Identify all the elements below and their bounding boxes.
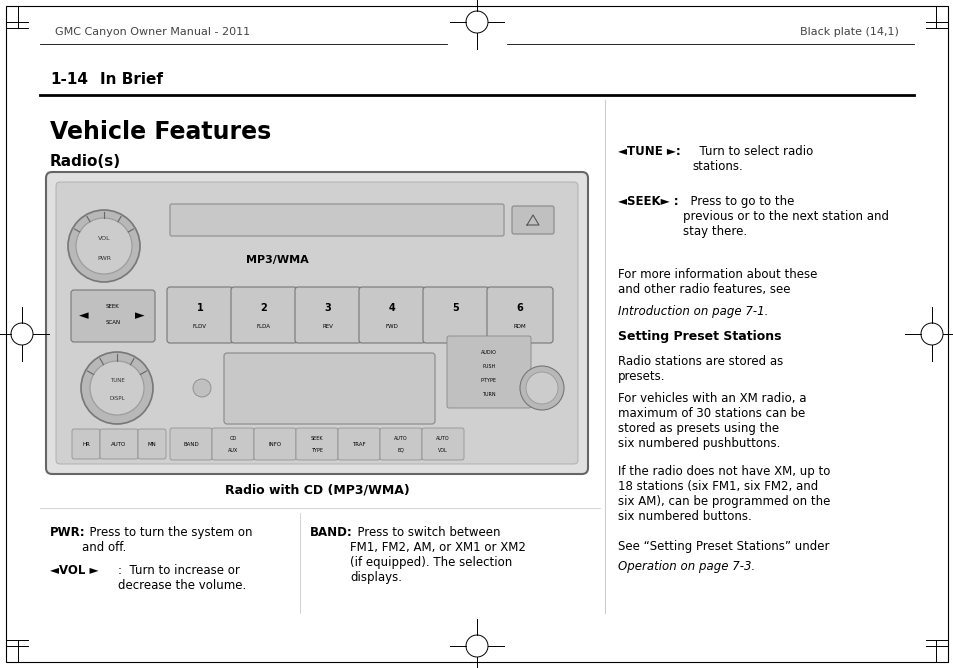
FancyBboxPatch shape — [358, 287, 424, 343]
Text: SEEK: SEEK — [311, 436, 323, 442]
Text: EQ: EQ — [397, 448, 404, 452]
Circle shape — [68, 210, 140, 282]
Text: Radio stations are stored as
presets.: Radio stations are stored as presets. — [618, 355, 782, 383]
Text: RDM: RDM — [513, 323, 526, 329]
Text: INFO: INFO — [268, 442, 281, 446]
Text: 1-14: 1-14 — [50, 73, 88, 88]
Text: Setting Preset Stations: Setting Preset Stations — [618, 330, 781, 343]
FancyBboxPatch shape — [231, 287, 296, 343]
FancyBboxPatch shape — [447, 336, 531, 408]
Text: DISPL: DISPL — [109, 395, 125, 401]
Text: ◄: ◄ — [79, 309, 89, 323]
Circle shape — [519, 366, 563, 410]
FancyBboxPatch shape — [512, 206, 554, 234]
Text: MP3/WMA: MP3/WMA — [245, 255, 308, 265]
Text: See “Setting Preset Stations” under: See “Setting Preset Stations” under — [618, 540, 828, 553]
FancyBboxPatch shape — [167, 287, 233, 343]
Text: ◄SEEK► :: ◄SEEK► : — [618, 195, 678, 208]
Text: FWD: FWD — [385, 323, 398, 329]
Text: TUNE: TUNE — [110, 377, 124, 383]
Text: Radio with CD (MP3/WMA): Radio with CD (MP3/WMA) — [224, 484, 409, 496]
Text: :  Turn to increase or
decrease the volume.: : Turn to increase or decrease the volum… — [118, 564, 246, 592]
FancyBboxPatch shape — [295, 428, 337, 460]
FancyBboxPatch shape — [422, 287, 489, 343]
Text: Press to go to the
previous or to the next station and
stay there.: Press to go to the previous or to the ne… — [682, 195, 888, 238]
Text: In Brief: In Brief — [100, 73, 163, 88]
FancyBboxPatch shape — [170, 204, 503, 236]
Text: 2: 2 — [260, 303, 267, 313]
Circle shape — [193, 379, 211, 397]
FancyBboxPatch shape — [294, 287, 360, 343]
Text: TURN: TURN — [481, 391, 496, 397]
Text: 5: 5 — [452, 303, 459, 313]
Text: Press to switch between
FM1, FM2, AM, or XM1 or XM2
(if equipped). The selection: Press to switch between FM1, FM2, AM, or… — [350, 526, 525, 584]
Text: PUSH: PUSH — [482, 363, 496, 369]
Text: ◄TUNE ►:: ◄TUNE ►: — [618, 145, 680, 158]
Text: AUTO: AUTO — [394, 436, 407, 442]
FancyBboxPatch shape — [71, 290, 154, 342]
Text: PWR:: PWR: — [50, 526, 86, 539]
Text: PWR: PWR — [97, 255, 111, 261]
FancyBboxPatch shape — [224, 353, 435, 424]
Text: Radio(s): Radio(s) — [50, 154, 121, 170]
FancyBboxPatch shape — [486, 287, 553, 343]
Text: 4: 4 — [388, 303, 395, 313]
FancyBboxPatch shape — [170, 428, 212, 460]
Circle shape — [76, 218, 132, 274]
Text: AUDIO: AUDIO — [480, 349, 497, 355]
Circle shape — [525, 372, 558, 404]
Text: Operation on page 7-3.: Operation on page 7-3. — [618, 560, 755, 573]
Text: Turn to select radio
stations.: Turn to select radio stations. — [691, 145, 812, 173]
Text: MN: MN — [148, 442, 156, 446]
Text: TRAF: TRAF — [352, 442, 365, 446]
Circle shape — [81, 352, 152, 424]
Text: P-TYPE: P-TYPE — [480, 377, 497, 383]
Text: TYPE: TYPE — [311, 448, 323, 452]
Text: ◄VOL ►: ◄VOL ► — [50, 564, 98, 577]
Text: BAND: BAND — [183, 442, 198, 446]
FancyBboxPatch shape — [421, 428, 463, 460]
Text: 3: 3 — [324, 303, 331, 313]
Text: FLDA: FLDA — [256, 323, 271, 329]
FancyBboxPatch shape — [71, 429, 100, 459]
Text: AUTO: AUTO — [112, 442, 127, 446]
Text: REV: REV — [322, 323, 334, 329]
FancyBboxPatch shape — [253, 428, 295, 460]
Text: VOL: VOL — [437, 448, 447, 452]
Text: If the radio does not have XM, up to
18 stations (six FM1, six FM2, and
six AM),: If the radio does not have XM, up to 18 … — [618, 465, 829, 523]
Text: Black plate (14,1): Black plate (14,1) — [800, 27, 898, 37]
Text: FLDV: FLDV — [193, 323, 207, 329]
Text: CD: CD — [230, 436, 236, 442]
Text: SEEK: SEEK — [106, 303, 120, 309]
Text: VOL: VOL — [97, 236, 111, 240]
FancyBboxPatch shape — [138, 429, 166, 459]
Text: AUTO: AUTO — [436, 436, 450, 442]
Text: Press to turn the system on
and off.: Press to turn the system on and off. — [82, 526, 253, 554]
Text: HR: HR — [82, 442, 90, 446]
Text: AUX: AUX — [228, 448, 238, 452]
Text: Introduction on page 7-1.: Introduction on page 7-1. — [618, 305, 767, 318]
FancyBboxPatch shape — [100, 429, 138, 459]
FancyBboxPatch shape — [337, 428, 379, 460]
Text: For vehicles with an XM radio, a
maximum of 30 stations can be
stored as presets: For vehicles with an XM radio, a maximum… — [618, 392, 805, 450]
Text: ►: ► — [135, 309, 145, 323]
FancyBboxPatch shape — [212, 428, 253, 460]
Text: For more information about these
and other radio features, see: For more information about these and oth… — [618, 268, 817, 296]
FancyBboxPatch shape — [56, 182, 578, 464]
Text: SCAN: SCAN — [106, 321, 120, 325]
Circle shape — [90, 361, 144, 415]
Text: 6: 6 — [517, 303, 523, 313]
Text: Vehicle Features: Vehicle Features — [50, 120, 271, 144]
Text: 1: 1 — [196, 303, 203, 313]
FancyBboxPatch shape — [46, 172, 587, 474]
FancyBboxPatch shape — [379, 428, 421, 460]
Text: GMC Canyon Owner Manual - 2011: GMC Canyon Owner Manual - 2011 — [55, 27, 250, 37]
Text: BAND:: BAND: — [310, 526, 353, 539]
